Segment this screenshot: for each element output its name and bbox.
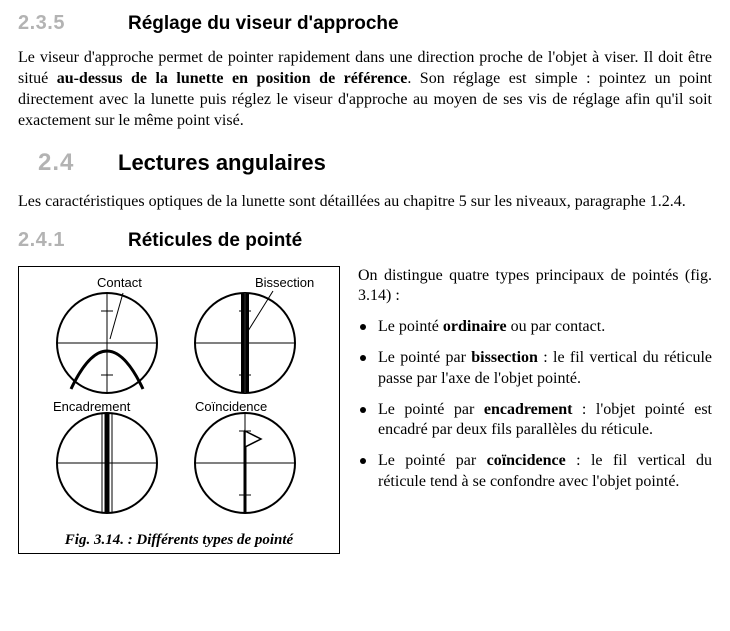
text-bold: bissection: [471, 349, 538, 366]
figure-box: Contact Bissection: [18, 266, 340, 554]
label-contact: Contact: [97, 275, 142, 290]
columns: Contact Bissection: [18, 266, 712, 554]
label-encadrement: Encadrement: [53, 399, 131, 414]
paragraph-235: Le viseur d'approche permet de pointer r…: [18, 47, 712, 131]
section-number: 2.4.1: [18, 229, 128, 252]
label-coincidence: Coïncidence: [195, 399, 267, 414]
figure-caption: Fig. 3.14. : Différents types de pointé: [23, 532, 335, 549]
text-bold: au-dessus de la lunette en position de r…: [57, 70, 408, 87]
heading-24: 2.4 Lectures angulaires: [18, 149, 712, 177]
label-bissection: Bissection: [255, 275, 314, 290]
section-title: Réglage du viseur d'approche: [128, 13, 399, 35]
text-run: Le pointé: [378, 318, 443, 335]
reticle-contact: Contact: [57, 275, 157, 393]
bullet-list: Le pointé ordinaire ou par contact. Le p…: [358, 317, 712, 493]
list-item: Le pointé par encadrement : l'objet poin…: [358, 400, 712, 442]
text-run: ou par contact.: [507, 318, 606, 335]
text-bold: coïncidence: [487, 452, 566, 469]
section-number: 2.3.5: [18, 12, 128, 35]
reticle-bissection: Bissection: [195, 275, 314, 393]
reticle-encadrement: Encadrement: [53, 399, 157, 513]
lead-paragraph: On distingue quatre types principaux de …: [358, 266, 712, 308]
section-title: Lectures angulaires: [118, 150, 326, 176]
list-item: Le pointé par coïncidence : le fil verti…: [358, 451, 712, 493]
section-title: Réticules de pointé: [128, 230, 302, 252]
text-run: Le pointé par: [378, 401, 484, 418]
heading-235: 2.3.5 Réglage du viseur d'approche: [18, 12, 712, 35]
section-number: 2.4: [38, 149, 118, 177]
page: 2.3.5 Réglage du viseur d'approche Le vi…: [0, 0, 730, 568]
heading-241: 2.4.1 Réticules de pointé: [18, 229, 712, 252]
list-item: Le pointé par bissection : le fil vertic…: [358, 348, 712, 390]
text-run: Le pointé par: [378, 452, 487, 469]
paragraph-24: Les caractéristiques optiques de la lune…: [18, 191, 712, 212]
right-column: On distingue quatre types principaux de …: [358, 266, 712, 503]
list-item: Le pointé ordinaire ou par contact.: [358, 317, 712, 338]
text-run: Le pointé par: [378, 349, 471, 366]
text-bold: encadrement: [484, 401, 573, 418]
text-bold: ordinaire: [443, 318, 507, 335]
figure-svg: Contact Bissection: [23, 271, 335, 521]
reticle-coincidence: Coïncidence: [195, 399, 295, 513]
